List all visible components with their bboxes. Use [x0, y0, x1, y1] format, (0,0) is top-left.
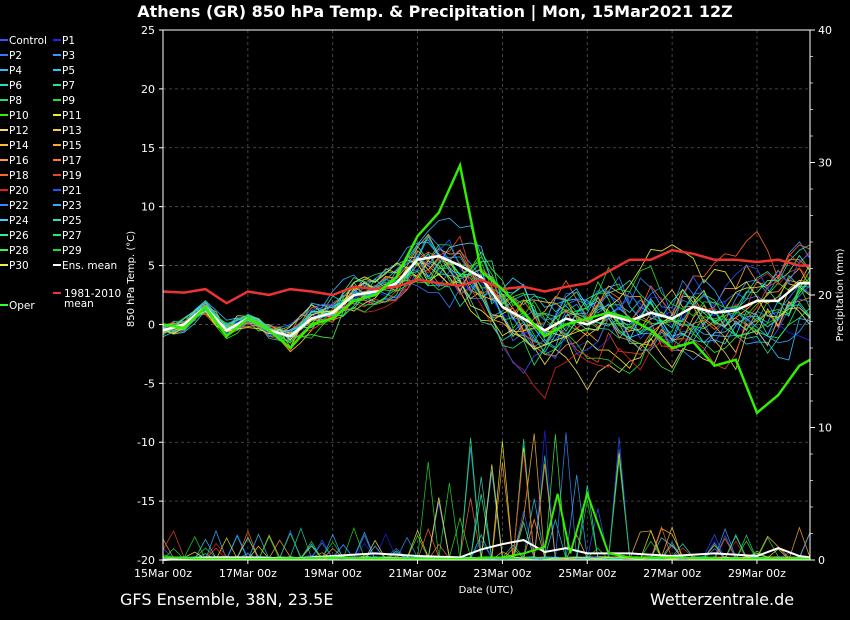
member-precip-p21 — [162, 437, 811, 561]
x-axis: 15Mar 00z 17Mar 00z 19Mar 00z 21Mar 00z 23Ma… — [134, 560, 786, 580]
x-tick-label: 19Mar 00z — [304, 567, 362, 580]
legend: Control P1 P2 P3 P4 P5 P6 P7 P8 P9 P10 P11 P12 P13 P14… — [0, 35, 121, 312]
ensemble-members — [162, 217, 811, 561]
x-tick-label: 23Mar 00z — [473, 567, 531, 580]
x-tick-label: 27Mar 00z — [643, 567, 701, 580]
legend-label: 1981-2010 — [64, 288, 121, 300]
legend-label: mean — [64, 298, 94, 310]
legend-label: P24 — [9, 215, 29, 227]
legend-label: P17 — [62, 155, 82, 167]
legend-label: Oper — [9, 300, 35, 312]
y2-tick-label: 0 — [818, 554, 825, 567]
chart-title: Athens (GR) 850 hPa Temp. & Precipitatio… — [137, 2, 732, 22]
legend-label: P7 — [62, 80, 75, 92]
x-axis-label: Date (UTC) — [459, 585, 514, 596]
legend-label: P19 — [62, 170, 82, 182]
legend-label: P20 — [9, 185, 29, 197]
legend-label: P27 — [62, 230, 82, 242]
y-tick-label: 10 — [141, 201, 155, 214]
legend-label: P5 — [62, 65, 75, 77]
legend-label: P12 — [9, 125, 29, 137]
legend-label: P2 — [9, 50, 22, 62]
y2-tick-label: 10 — [818, 422, 832, 435]
y-axis-right: 40 30 20 10 0 — [810, 24, 832, 567]
member-precip-p1 — [162, 430, 811, 561]
legend-label: P25 — [62, 215, 82, 227]
y2-tick-label: 20 — [818, 289, 832, 302]
y-tick-label: -15 — [137, 495, 155, 508]
legend-label: P15 — [62, 140, 82, 152]
x-tick-label: 17Mar 00z — [219, 567, 277, 580]
x-tick-label: 25Mar 00z — [558, 567, 616, 580]
footer-left: GFS Ensemble, 38N, 23.5E — [120, 590, 333, 609]
series-layer — [162, 161, 811, 561]
member-precip-p9 — [162, 445, 811, 561]
legend-label: P21 — [62, 185, 82, 197]
member-precip-p27 — [162, 437, 811, 561]
legend-label: P10 — [9, 110, 29, 122]
legend-label: P4 — [9, 65, 22, 77]
legend-label: P8 — [9, 95, 22, 107]
precip-line-oper-precip — [162, 490, 810, 560]
member-precip-p11 — [162, 440, 811, 561]
legend-label: P30 — [9, 260, 29, 272]
y2-axis-label: Precipitation (mm) — [835, 248, 846, 341]
member-precip-p3 — [162, 446, 811, 561]
legend-label: P11 — [62, 110, 82, 122]
legend-label: P18 — [9, 170, 29, 182]
x-tick-label: 21Mar 00z — [389, 567, 447, 580]
x-tick-label: 29Mar 00z — [728, 567, 786, 580]
y-tick-label: 25 — [141, 24, 155, 37]
series-line-oper — [162, 161, 811, 415]
member-precip-p5 — [162, 498, 811, 561]
y-axis-left: 25 20 15 10 5 0 -5 -10 -15 -20 — [137, 24, 163, 567]
legend-label: P6 — [9, 80, 22, 92]
legend-label: P29 — [62, 245, 82, 257]
y-tick-label: -5 — [144, 377, 155, 390]
legend-label: P28 — [9, 245, 29, 257]
legend-label: Control — [9, 35, 47, 47]
legend-label: P26 — [9, 230, 29, 242]
member-precip-p14 — [162, 433, 811, 561]
legend-label: P9 — [62, 95, 75, 107]
legend-label: P13 — [62, 125, 82, 137]
legend-label: Ens. mean — [62, 260, 117, 272]
series-line-1981-2010-mean — [162, 248, 810, 305]
y-tick-label: -20 — [137, 554, 155, 567]
member-precip-p7 — [162, 438, 811, 561]
y-tick-label: 15 — [141, 142, 155, 155]
member-line-p29 — [162, 256, 811, 350]
y-tick-label: 20 — [141, 83, 155, 96]
member-precip-p28 — [162, 434, 811, 561]
x-tick-label: 15Mar 00z — [134, 567, 192, 580]
y-axis-label: 850 hPa Temp. (°C) — [126, 231, 137, 327]
member-line-p18 — [162, 230, 811, 334]
member-line-p5 — [162, 239, 811, 347]
y-tick-label: 0 — [148, 318, 155, 331]
y2-tick-label: 30 — [818, 157, 832, 170]
legend-label: P16 — [9, 155, 29, 167]
legend-label: P1 — [62, 35, 75, 47]
member-line-p21 — [162, 238, 811, 374]
legend-label: P22 — [9, 200, 29, 212]
y2-tick-label: 40 — [818, 24, 832, 37]
y-tick-label: 5 — [148, 260, 155, 273]
footer-right: Wetterzentrale.de — [650, 590, 794, 609]
legend-label: P3 — [62, 50, 75, 62]
member-precip-p22 — [162, 432, 811, 561]
legend-label: P14 — [9, 140, 29, 152]
y-tick-label: -10 — [137, 436, 155, 449]
legend-label: P23 — [62, 200, 82, 212]
series-line-ens-mean — [162, 254, 810, 338]
